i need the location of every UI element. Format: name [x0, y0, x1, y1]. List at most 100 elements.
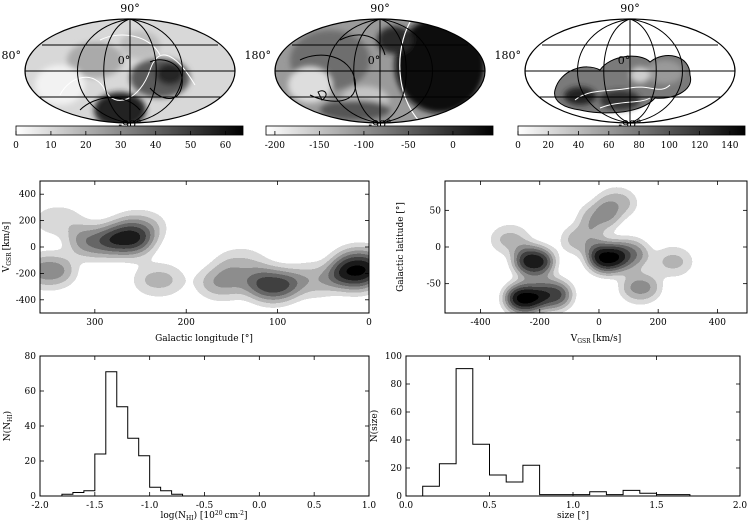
contour-plot-vgsr-longitude: 300 200 100 0 -400 -200 0 200 400 Galactic longi…: [2, 180, 372, 344]
map1-colorbar-ticks: 0 10 20 30 40 50 60: [13, 131, 232, 151]
x-tick-label: 0: [596, 318, 602, 328]
contour2-axes: -400 -200 0 200 400 -50 0 50: [427, 181, 747, 328]
hist-bin: [506, 482, 523, 496]
hist1-frame: [39, 355, 370, 497]
histogram-column-density: -2.0 -1.5 -1.0 -0.5 0.0 0.5 1.0 0 20 40 60 80 log(N…: [2, 352, 376, 522]
colorbar-tick-label: -100: [354, 141, 374, 151]
y-tick-label: 0: [435, 243, 441, 253]
hist-bin: [439, 464, 456, 496]
x-tick-label: 200: [650, 318, 667, 328]
x-tick-label: -0.5: [196, 501, 214, 511]
hist1-xlabel-main: log(N: [161, 510, 187, 521]
y-tick-label: 400: [19, 190, 36, 200]
colorbar-tick-label: 60: [220, 141, 232, 151]
x-tick-label: -400: [470, 318, 490, 328]
colorbar-tick-label: -50: [401, 141, 416, 151]
hist2-xlabel: size [°]: [557, 511, 589, 521]
density-clump: [513, 247, 554, 276]
density-clump: [40, 256, 76, 285]
hist-bin: [523, 465, 540, 496]
density-clump: [114, 213, 167, 242]
y-tick-label: 80: [25, 352, 37, 362]
hist1-ylabel: N(NHI): [2, 411, 14, 441]
hist1-xlabel-sub: HI: [186, 515, 194, 522]
contour2-xlabel-sub: GSR: [577, 338, 591, 345]
x-tick-label: 0.0: [252, 501, 267, 511]
y-tick-label: 100: [385, 352, 402, 362]
x-tick-label: -1.5: [86, 501, 104, 511]
colorbar-tick-label: 0: [450, 141, 456, 151]
y-tick-label: 40: [391, 436, 403, 446]
map3-lon-center: 0°: [618, 54, 631, 67]
density-clump: [68, 227, 121, 256]
map2-colorbar-ticks: -200 -150 -100 -50 0: [265, 131, 456, 151]
density-clump: [333, 250, 369, 279]
map1-lon-center: 0°: [118, 54, 131, 67]
x-tick-label: 1.0: [362, 501, 377, 511]
density-clump: [247, 271, 300, 300]
histogram-size: 0.0 0.5 1.0 1.5 2.0 0 20 40 60 80 100 size [°] N(s…: [369, 352, 747, 521]
hist-bin: [590, 492, 607, 496]
x-tick-label: 100: [269, 318, 286, 328]
y-tick-label: -50: [427, 280, 442, 290]
map2-lon-left: 180°: [245, 49, 272, 62]
contour2-xlabel: VGSR [km/s]: [570, 334, 622, 345]
colorbar-tick-label: 10: [45, 141, 57, 151]
x-tick-label: 0: [366, 318, 372, 328]
hist-bin: [473, 444, 490, 496]
y-tick-label: 50: [430, 206, 442, 216]
hist1-ylabel-main: N(N: [2, 422, 13, 441]
colorbar-tick-label: 120: [691, 141, 708, 151]
density-clump: [132, 266, 185, 294]
x-tick-label: -1.0: [141, 501, 159, 511]
y-tick-label: -200: [16, 269, 36, 279]
contour2-xlabel-rest: [km/s]: [593, 334, 622, 344]
colorbar-tick-label: 100: [661, 141, 678, 151]
y-tick-label: 20: [25, 457, 37, 467]
hist-bin: [456, 369, 473, 496]
hist1-xlabel-sup2: -2: [238, 510, 244, 517]
colorbar-tick-label: 50: [185, 141, 197, 151]
density-clump: [490, 225, 531, 254]
y-tick-label: 0: [30, 492, 36, 502]
density-clump: [620, 273, 661, 302]
x-tick-label: 0.0: [399, 501, 414, 511]
x-tick-label: -2.0: [31, 501, 49, 511]
y-tick-label: 200: [19, 217, 36, 227]
hist-bin: [623, 490, 640, 496]
x-tick-label: 2.0: [733, 501, 748, 511]
colorbar-tick-label: 0: [515, 141, 521, 151]
y-tick-label: 0: [30, 243, 36, 253]
map3-colorbar: [517, 125, 746, 136]
contour1-axes: 300 200 100 0 -400 -200 0 200 400: [16, 181, 372, 328]
hist-bin: [84, 491, 95, 496]
colorbar-tick-label: 140: [721, 141, 738, 151]
sky-map-3: 90° -90° 180° 0° 0 20 40 60 80 100 120 140: [495, 2, 746, 151]
map1-lon-left: 180°: [0, 49, 21, 62]
colorbar-tick-label: 40: [573, 141, 585, 151]
hist1-ylabel-tail: ): [2, 411, 13, 415]
colorbar-tick-label: 30: [115, 141, 127, 151]
hist-bin: [117, 407, 128, 496]
colorbar-tick-label: 0: [13, 141, 19, 151]
density-clump: [652, 247, 693, 276]
colorbar-tick-label: 60: [603, 141, 615, 151]
colorbar-tick-label: 40: [150, 141, 162, 151]
x-tick-label: 0.5: [307, 501, 322, 511]
hist1-axes: -2.0 -1.5 -1.0 -0.5 0.0 0.5 1.0 0 20 40 60 80: [25, 352, 377, 511]
map1-colorbar: [15, 125, 244, 136]
density-clump: [531, 280, 572, 309]
colorbar-tick-label: 20: [80, 141, 92, 151]
colorbar-tick-label: 20: [543, 141, 555, 151]
hist1-xlabel-rest: ) [10: [194, 510, 216, 521]
x-tick-label: 1.5: [649, 501, 664, 511]
hist-outline: [61, 371, 194, 497]
contour2-xlabel-main: V: [570, 334, 578, 344]
colorbar-tick-label: -150: [309, 141, 329, 151]
hist1-xlabel: log(NHI) [1020 cm-2]: [161, 510, 248, 522]
hist1-ylabel-sub: HI: [7, 414, 14, 422]
colorbar-tick-label: 80: [633, 141, 645, 151]
map3-colorbar-ticks: 0 20 40 60 80 100 120 140: [515, 131, 739, 151]
map1-lat-top: 90°: [120, 2, 140, 15]
